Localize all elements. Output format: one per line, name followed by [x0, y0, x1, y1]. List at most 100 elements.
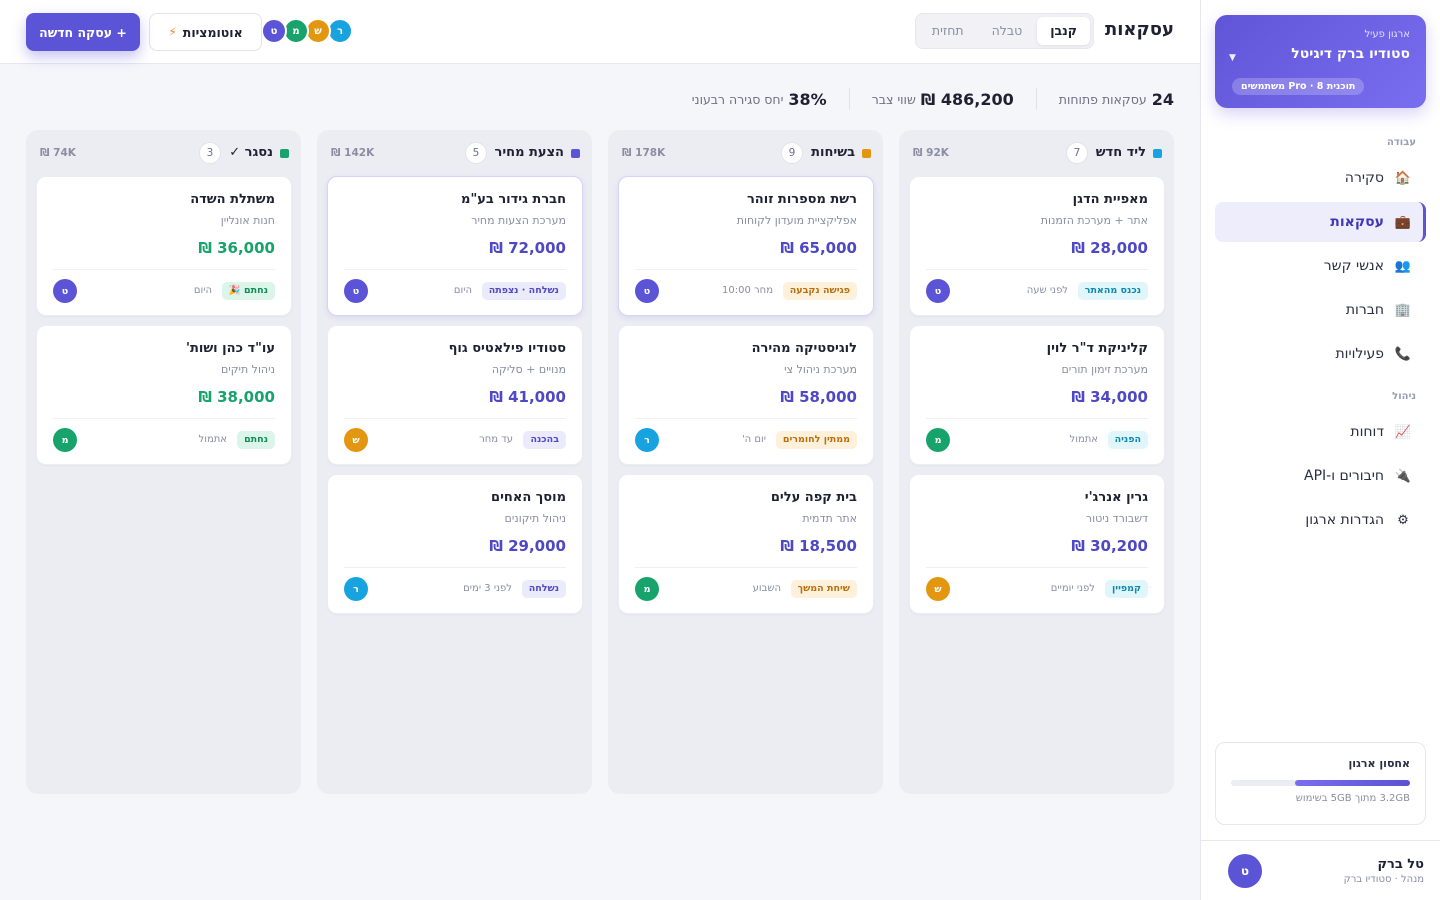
deal-description: מנויים + סליקה	[491, 363, 566, 376]
page-title: עסקאות	[1104, 19, 1174, 40]
sidebar-item-plug[interactable]: 🔌 חיבורים ו-API	[1215, 456, 1426, 496]
column-count-badge: 9	[781, 142, 803, 164]
user-profile[interactable]: ט טל ברק מנהל · סטודיו ברק	[1200, 840, 1440, 900]
sidebar-item-house[interactable]: 🏠 סקירה	[1215, 158, 1426, 198]
card-divider	[635, 269, 857, 270]
deal-card[interactable]: מוסך האחים ניהול תיקונים 29,000 ₪ נשלחה לפני…	[327, 474, 583, 614]
column-color-dot	[571, 149, 580, 158]
deal-time: אתמול	[198, 434, 227, 445]
deal-card[interactable]: חברת גידור בע"מ מערכת הצעות מחיר 72,000 ₪ נ…	[327, 176, 583, 316]
deal-time: לפני 3 ימים	[463, 583, 512, 594]
deal-description: אתר + מערכת הזמנות	[1040, 214, 1148, 227]
deal-card[interactable]: רשת מספרות זוהר אפליקציית מועדון לקוחות 65…	[618, 176, 874, 316]
sidebar-item-label: סקירה	[1344, 170, 1384, 186]
column-count-badge: 7	[1066, 142, 1088, 164]
deal-amount: 72,000 ₪	[489, 239, 566, 257]
deal-description: ניהול תיקונים	[504, 512, 566, 525]
column-title: ליד חדש	[1095, 145, 1146, 160]
deal-name: גרין אנרג'י	[1084, 490, 1148, 505]
deal-status-tag: נחתם 🎉	[221, 282, 275, 300]
sidebar-item-phone[interactable]: 📞 פעילויות	[1215, 334, 1426, 374]
deal-time: היום	[453, 285, 472, 296]
deal-amount: 28,000 ₪	[1071, 239, 1148, 257]
kanban-column: נסגר ✓ 3 74K ₪ משתלת השדה חנות אונליין 36,000…	[26, 130, 301, 794]
tab-kanban[interactable]: קנבן	[1037, 17, 1090, 45]
sidebar: ארגון פעיל סטודיו ברק דיגיטל ▼ תוכנית Pr…	[1200, 0, 1440, 900]
deal-amount: 34,000 ₪	[1071, 388, 1148, 406]
deal-card[interactable]: משתלת השדה חנות אונליין 36,000 ₪ נחתם 🎉 היום…	[36, 176, 292, 316]
column-sum: 92K ₪	[913, 147, 949, 159]
deal-name: קליניקת ד"ר לוין	[1046, 341, 1148, 356]
deal-card[interactable]: קליניקת ד"ר לוין מערכת זימון תורים 34,000 …	[909, 325, 1165, 465]
deal-card[interactable]: לוגיסטיקה מהירה מערכת ניהול צי 58,000 ₪ ממת…	[618, 325, 874, 465]
org-switcher[interactable]: ארגון פעיל סטודיו ברק דיגיטל ▼ תוכנית Pr…	[1215, 15, 1426, 108]
deal-description: אפליקציית מועדון לקוחות	[736, 214, 857, 227]
sidebar-item-briefcase[interactable]: 💼 עסקאות	[1215, 202, 1426, 242]
deal-description: מערכת הצעות מחיר	[471, 214, 566, 227]
deal-time: אתמול	[1069, 434, 1098, 445]
deal-card[interactable]: סטודיו פילאטיס גוף מנויים + סליקה 41,000 ₪…	[327, 325, 583, 465]
stat-label: עסקאות פתוחות	[1058, 91, 1147, 107]
user-name: טל ברק	[1377, 856, 1424, 872]
deal-amount: 36,000 ₪	[198, 239, 275, 257]
sidebar-item-building[interactable]: 🏢 חברות	[1215, 290, 1426, 330]
deal-card[interactable]: מאפיית הדגן אתר + מערכת הזמנות 28,000 ₪ נכנ…	[909, 176, 1165, 316]
card-divider	[635, 418, 857, 419]
stat-close-rate: 38% יחס סגירה רבעוני	[692, 90, 827, 109]
house-icon: 🏠	[1394, 170, 1412, 186]
team-avatar[interactable]: ט	[261, 18, 287, 44]
automations-button[interactable]: אוטומציות ⚡	[149, 13, 262, 51]
sidebar-item-label: פעילויות	[1335, 346, 1384, 362]
stat-pipeline-value: 486,200 ₪ שווי צבר	[872, 90, 1014, 109]
org-label: ארגון פעיל	[1364, 29, 1410, 40]
card-divider	[926, 418, 1148, 419]
nav-section-work: עבודה	[1387, 137, 1416, 148]
deal-description: ניהול תיקים	[220, 363, 275, 376]
card-divider	[926, 567, 1148, 568]
card-divider	[344, 269, 566, 270]
sidebar-item-chart[interactable]: 📈 דוחות	[1215, 412, 1426, 452]
deal-card[interactable]: עו"ד כהן ושות' ניהול תיקים 38,000 ₪ נחתם אתמ…	[36, 325, 292, 465]
card-divider	[926, 269, 1148, 270]
plug-icon: 🔌	[1394, 468, 1412, 484]
deal-status-tag: פגישה נקבעה	[782, 282, 857, 300]
tab-table[interactable]: טבלה	[991, 23, 1023, 38]
owner-avatar: ט	[53, 279, 77, 303]
deal-status-tag: נשלחה	[521, 580, 566, 598]
deal-status-tag: ממתין לחומרים	[775, 431, 857, 449]
deal-card[interactable]: בית קפה עלים אתר תדמית 18,500 ₪ שיחת המשך הש…	[618, 474, 874, 614]
stat-divider	[848, 88, 850, 110]
owner-avatar: ט	[344, 279, 368, 303]
deal-amount: 30,200 ₪	[1071, 537, 1148, 555]
owner-avatar: ר	[344, 577, 368, 601]
storage-title: אחסון ארגון	[1348, 757, 1410, 770]
kanban-column: הצעת מחיר 5 142K ₪ חברת גידור בע"מ מערכת הצע…	[317, 130, 592, 794]
tab-forecast[interactable]: תחזית	[931, 23, 964, 38]
user-avatar: ט	[1228, 853, 1262, 888]
column-title: הצעת מחיר	[494, 145, 564, 160]
sidebar-item-label: חיבורים ו-API	[1304, 468, 1384, 484]
user-info: טל ברק מנהל · סטודיו ברק	[1274, 857, 1424, 885]
storage-widget: אחסון ארגון 3.2GB מתוך 5GB בשימוש	[1215, 742, 1426, 825]
deal-status-tag: שיחת המשך	[790, 580, 857, 598]
deal-amount: 65,000 ₪	[780, 239, 857, 257]
storage-progress-fill	[1295, 780, 1410, 786]
column-header: ליד חדש 7 92K ₪	[908, 130, 1165, 176]
deal-status-tag: נכנס מהאתר	[1077, 282, 1148, 300]
stat-label: יחס סגירה רבעוני	[691, 91, 784, 107]
people-icon: 👥	[1394, 258, 1412, 274]
deal-amount: 58,000 ₪	[780, 388, 857, 406]
deal-status-tag: בהכנה	[523, 431, 566, 449]
org-name: סטודיו ברק דיגיטל	[1291, 46, 1410, 62]
column-sum: 74K ₪	[40, 147, 76, 159]
deal-description: אתר תדמית	[802, 512, 857, 525]
deal-card[interactable]: גרין אנרג'י דשבורד ניטור 30,200 ₪ קמפיין לפנ…	[909, 474, 1165, 614]
sidebar-item-people[interactable]: 👥 אנשי קשר	[1215, 246, 1426, 286]
deal-time: לפני יומיים	[1050, 583, 1095, 594]
bolt-icon: ⚡	[168, 25, 177, 39]
column-count-badge: 3	[199, 142, 221, 164]
new-deal-button[interactable]: + עסקה חדשה	[26, 13, 140, 51]
owner-avatar: ט	[926, 279, 950, 303]
sidebar-item-gear[interactable]: ⚙ הגדרות ארגון	[1215, 500, 1426, 540]
